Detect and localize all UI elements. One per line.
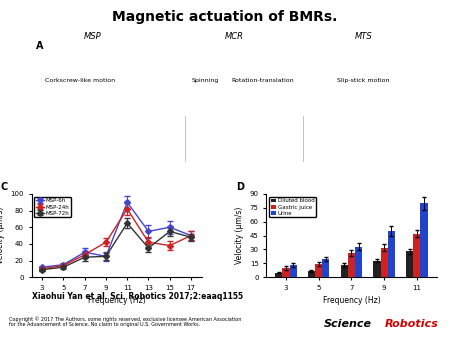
Text: A: A [36, 41, 43, 51]
Bar [308, 271, 315, 277]
Bar [388, 231, 395, 277]
Bar [355, 247, 362, 277]
Bar [381, 248, 388, 277]
Text: 200 μm: 200 μm [142, 155, 164, 160]
Text: Xiaohui Yan et al. Sci. Robotics 2017;2:eaaq1155: Xiaohui Yan et al. Sci. Robotics 2017;2:… [32, 292, 243, 301]
Text: MTS: MTS [355, 32, 373, 42]
Text: MCR: MCR [225, 32, 243, 42]
X-axis label: Frequency (Hz): Frequency (Hz) [323, 296, 380, 305]
Text: Slip-stick motion: Slip-stick motion [338, 77, 390, 82]
Bar [348, 253, 355, 277]
Text: 30 μm: 30 μm [274, 155, 292, 160]
Text: MSP: MSP [83, 32, 101, 42]
Bar [413, 234, 420, 277]
Bar [374, 261, 381, 277]
Text: C: C [1, 182, 8, 192]
Text: Corkscrew-like motion: Corkscrew-like motion [45, 77, 115, 82]
Text: D: D [236, 182, 244, 192]
Bar [275, 272, 282, 277]
Bar [322, 259, 329, 277]
Y-axis label: Velocity (μm/s): Velocity (μm/s) [0, 207, 5, 264]
Legend: MSP-6h, MSP-24h, MSP-72h: MSP-6h, MSP-24h, MSP-72h [34, 197, 72, 217]
Text: Rotation-translation: Rotation-translation [231, 77, 294, 82]
Text: B: B [36, 119, 43, 129]
Bar [420, 203, 427, 277]
Bar [289, 265, 297, 277]
X-axis label: Frequency (Hz): Frequency (Hz) [88, 296, 145, 305]
Text: Robotics: Robotics [385, 319, 439, 330]
Text: Science: Science [324, 319, 372, 330]
Y-axis label: Velocity (μm/s): Velocity (μm/s) [235, 207, 244, 264]
Text: Magnetic actuation of BMRs.: Magnetic actuation of BMRs. [112, 10, 338, 24]
Bar [406, 251, 413, 277]
Text: Spinning: Spinning [192, 77, 219, 82]
Legend: Diluted blood, Gastric juice, Urine: Diluted blood, Gastric juice, Urine [269, 197, 316, 217]
Bar [341, 265, 348, 277]
Bar [315, 264, 322, 277]
Bar [282, 268, 289, 277]
Text: 15 μm: 15 μm [395, 155, 413, 160]
Text: Copyright © 2017 The Authors, some rights reserved, exclusive licensee American : Copyright © 2017 The Authors, some right… [9, 316, 241, 328]
